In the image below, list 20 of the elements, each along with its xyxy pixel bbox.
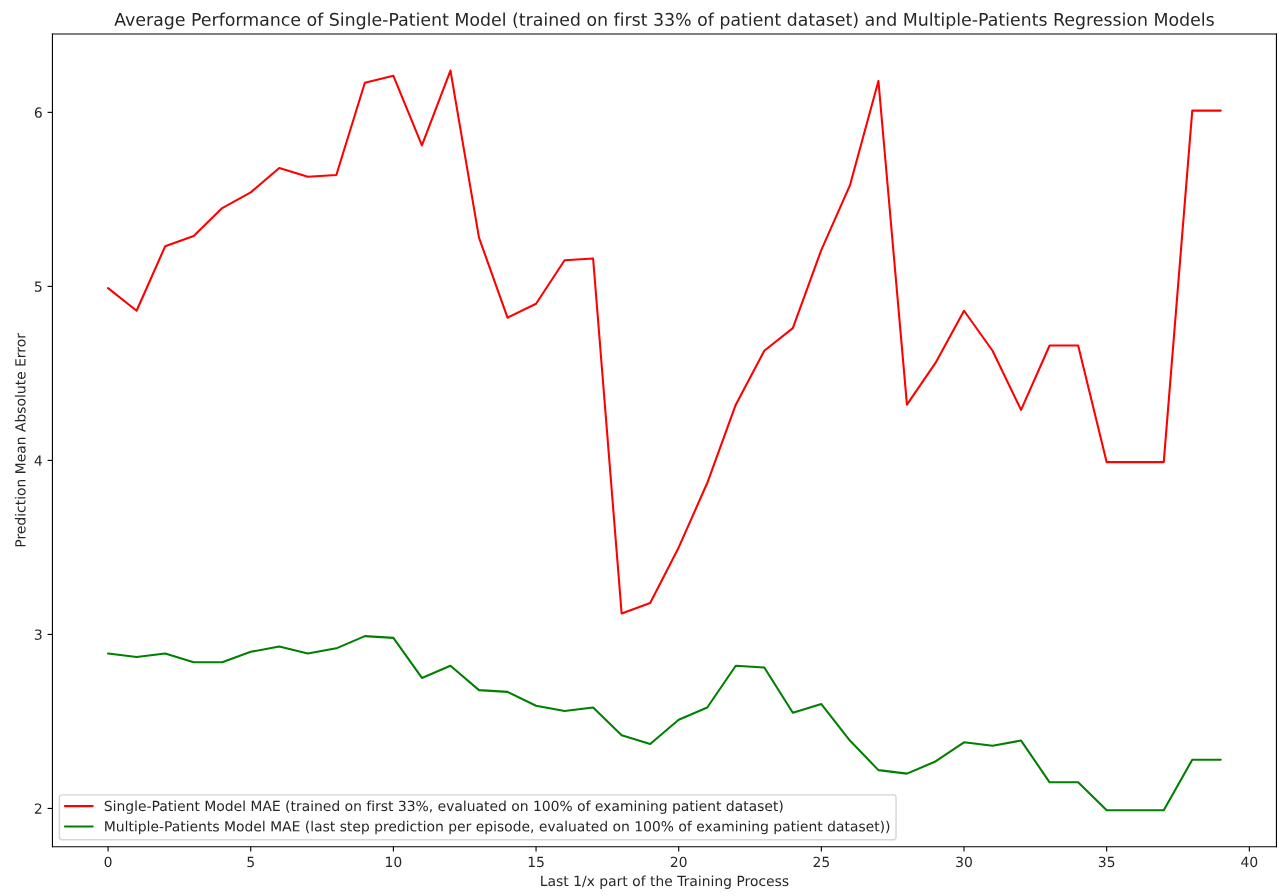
- y-tick-label: 5: [34, 281, 42, 292]
- x-tick-label: 40: [1241, 856, 1258, 868]
- legend-label: Multiple-Patients Model MAE (last step prediction per episode, evaluated on 100% of examining patient dataset)): [105, 820, 890, 835]
- y-tick-label: 2: [34, 803, 42, 814]
- chart-title: Average Performance of Single-Patient Model (trained on first 33% of patient dataset) and Multiple-Patients Regression Models: [114, 12, 1214, 30]
- x-tick-label: 5: [247, 856, 254, 868]
- y-tick-label: 3: [34, 629, 42, 640]
- x-tick-label: 35: [1098, 856, 1115, 868]
- x-tick-label: 15: [528, 856, 544, 868]
- x-axis-title: Last 1/x part of the Training Process: [541, 875, 789, 889]
- x-tick-label: 10: [386, 856, 402, 868]
- y-axis-title: Prediction Mean Absolute Error: [14, 333, 26, 547]
- x-tick-label: 30: [956, 856, 972, 868]
- legend-label: Single-Patient Model MAE (trained on first 33%, evaluated on 100% of examining patient dataset): [104, 800, 783, 814]
- x-tick-label: 0: [104, 856, 112, 868]
- x-tick-label: 20: [670, 856, 687, 868]
- y-tick-label: 4: [34, 455, 42, 466]
- x-tick-label: 25: [813, 856, 829, 868]
- line-series: [107, 69, 1222, 615]
- y-tick-label: 6: [34, 107, 42, 118]
